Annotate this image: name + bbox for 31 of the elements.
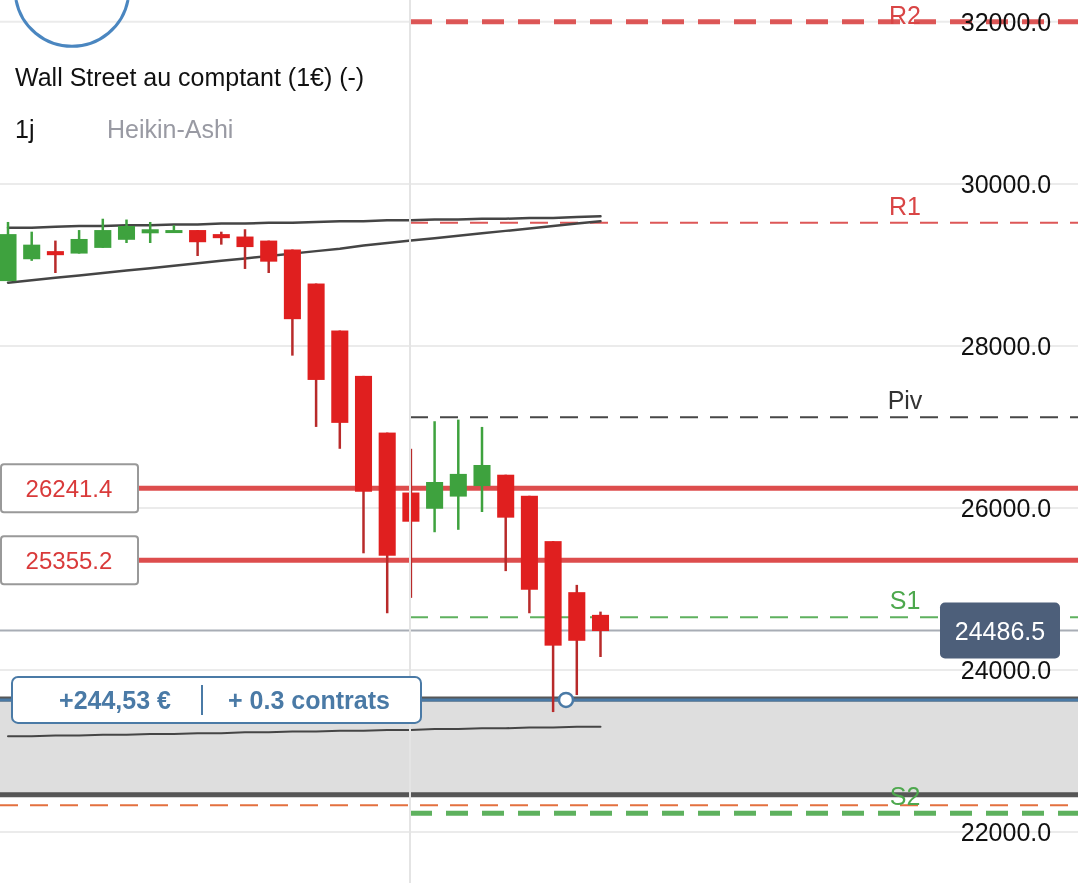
candlestick [46, 239, 64, 275]
ref-line-label: Piv [887, 386, 923, 415]
line-series [6, 219, 602, 284]
ref-line-label: 25355.2 [25, 547, 113, 575]
ref-line-label: +244,53 € [59, 685, 172, 714]
y-tick-label: 24000.0 [960, 655, 1052, 684]
y-tick-label: 30000.0 [960, 169, 1052, 198]
y-tick-label: 28000.0 [960, 331, 1052, 360]
candlestick [591, 610, 610, 659]
candlestick [23, 230, 41, 263]
candlestick [189, 228, 207, 258]
ref-line-label: 24486.5 [954, 616, 1046, 645]
ref-line-label: 26241.4 [25, 475, 113, 503]
text: Wall Street au comptant (1€) (-) [15, 63, 365, 91]
line-series [7, 725, 602, 738]
candlestick [141, 220, 159, 245]
ref-line-label: R2 [889, 1, 921, 29]
candlestick [117, 218, 136, 245]
candlestick [70, 228, 88, 255]
text: 1j [15, 115, 35, 143]
candlestick [473, 425, 491, 514]
y-tick-label: 26000.0 [960, 493, 1052, 522]
candlestick [449, 418, 467, 532]
annotation: Heikin-Ashi [107, 115, 234, 143]
ref-line-label: R1 [889, 191, 921, 220]
candlestick [260, 239, 278, 275]
candlestick [94, 217, 112, 250]
candlestick [236, 228, 254, 271]
ref-line-label: S1 [889, 586, 921, 615]
annotation: + 0.3 contrats [228, 685, 390, 714]
y-tick-label: 22000.0 [960, 817, 1052, 846]
